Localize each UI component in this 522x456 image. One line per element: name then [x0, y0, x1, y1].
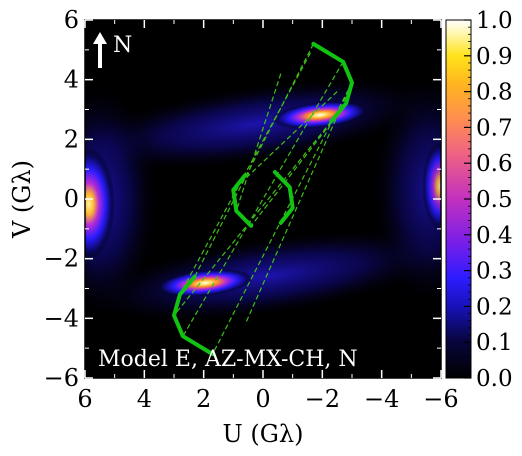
- y-tick-label: −4: [44, 304, 79, 332]
- x-tick-label: 6: [77, 385, 92, 413]
- x-tick-label: −2: [305, 385, 340, 413]
- colorbar-tick-label: 0.3: [476, 259, 513, 285]
- y-tick-label: −2: [44, 245, 79, 273]
- y-tick-label: 6: [64, 6, 79, 34]
- y-tick-label: 0: [64, 185, 79, 213]
- north-label: N: [113, 33, 132, 58]
- y-tick-label: 4: [64, 66, 79, 94]
- x-tick-label: 0: [255, 385, 270, 413]
- baseline-8: [235, 73, 282, 212]
- y-tick-label: 2: [64, 125, 79, 153]
- colorbar-tick-label: 0.0: [476, 366, 513, 392]
- x-tick-labels: 6 4 2 0 −2 −4 −6: [77, 385, 458, 413]
- x-tick-label: −4: [364, 385, 399, 413]
- north-arrow-head-icon: [93, 32, 107, 44]
- baseline-0: [194, 43, 314, 277]
- uv-tracks: [172, 41, 354, 357]
- uv-track-3: [272, 170, 295, 225]
- colorbar-ticks: [464, 19, 471, 379]
- colorbar-tick-label: 0.9: [476, 44, 513, 70]
- baseline-3: [173, 121, 332, 316]
- intensity-heatmap: [85, 20, 441, 378]
- x-tick-label: 4: [137, 385, 152, 413]
- colorbar: 0.0 0.1 0.2 0.3 0.4 0.5 0.6 0.7 0.8 0.9 1.0: [445, 8, 513, 392]
- y-tick-labels: −6 −4 −2 0 2 4 6: [44, 6, 79, 392]
- colorbar-tick-label: 0.2: [476, 294, 513, 320]
- colorbar-tick-label: 0.6: [476, 151, 513, 177]
- colorbar-tick-label: 1.0: [476, 8, 513, 34]
- x-axis-label: U (Gλ): [223, 420, 304, 448]
- baseline-4: [250, 103, 347, 227]
- colorbar-tick-labels: 0.0 0.1 0.2 0.3 0.4 0.5 0.6 0.7 0.8 0.9 1.0: [476, 8, 513, 392]
- x-tick-label: −6: [423, 385, 458, 413]
- colorbar-tick-label: 0.7: [476, 115, 513, 141]
- colorbar-tick-label: 0.1: [476, 330, 513, 356]
- x-tick-label: 2: [196, 385, 211, 413]
- baseline-5: [244, 82, 353, 325]
- baseline-1: [182, 61, 344, 337]
- colorbar-tick-label: 0.5: [476, 187, 513, 213]
- north-arrow: N: [93, 32, 132, 68]
- model-label: Model E, AZ-MX-CH, N: [98, 347, 358, 372]
- uv-track-0: [311, 41, 354, 124]
- colorbar-tick-label: 0.8: [476, 80, 513, 106]
- y-axis-label: V (Gλ): [8, 160, 36, 239]
- colorbar-tick-label: 0.4: [476, 223, 513, 249]
- uv-track-2: [231, 173, 254, 228]
- axis-ticks: [84, 19, 442, 379]
- uv-track-1: [172, 274, 215, 357]
- y-tick-label: −6: [44, 364, 79, 392]
